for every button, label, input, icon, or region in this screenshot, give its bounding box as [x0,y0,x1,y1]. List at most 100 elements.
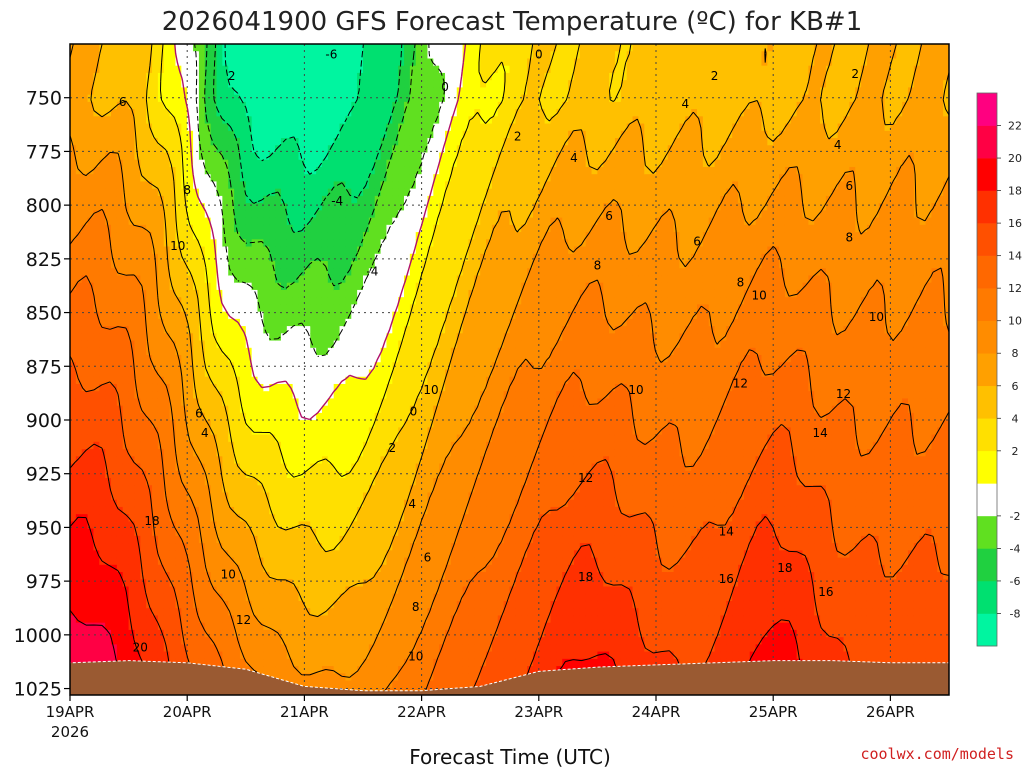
fill-cell [111,557,118,566]
fill-cell [298,65,305,74]
fill-cell [93,130,100,139]
fill-cell [93,181,100,190]
fill-cell [321,275,329,284]
fill-cell [216,87,223,96]
fill-cell [210,188,218,197]
fill-cell [99,130,106,139]
fill-cell [333,362,341,371]
fill-cell [152,109,159,117]
fill-cell [140,304,147,313]
fill-cell [87,405,95,414]
fill-cell [380,44,388,52]
fill-cell [228,347,235,356]
fill-cell [140,181,147,190]
fill-cell [152,318,159,327]
fill-cell [81,123,89,132]
fill-cell [163,289,171,298]
fill-cell [357,427,364,436]
fill-cell [81,644,89,653]
fill-cell [292,441,300,450]
fill-cell [298,637,305,645]
fill-cell [292,506,300,515]
fill-cell [374,203,382,211]
fill-cell [286,434,294,443]
fill-cell [228,420,235,428]
fill-cell [228,297,235,305]
fill-cell [380,159,388,168]
fill-cell [204,58,212,67]
fill-cell [163,130,171,139]
fill-cell [216,543,223,551]
fill-cell [304,333,311,342]
fill-cell [70,622,77,631]
fill-cell [368,362,376,371]
fill-cell [269,441,276,450]
fill-cell [345,637,352,645]
fill-cell [152,600,159,609]
fill-cell [181,210,188,219]
fill-cell [181,253,188,262]
fill-cell [140,44,147,52]
fill-cell [187,174,194,183]
fill-cell [345,152,352,161]
fill-cell [210,253,218,262]
fill-cell [99,608,106,617]
fill-cell [298,543,305,551]
fill-cell [93,456,100,465]
fill-cell [310,239,317,248]
fill-cell [81,51,89,60]
fill-cell [70,600,77,609]
fill-cell [187,297,194,305]
fill-cell [380,391,388,400]
fill-cell [146,441,153,450]
fill-cell [152,217,159,226]
fill-cell [181,304,188,313]
fill-cell [245,101,253,110]
fill-cell [327,673,335,682]
fill-cell [310,434,317,443]
fill-cell [87,434,95,443]
fill-cell [298,159,305,168]
fill-cell [374,297,382,305]
fill-cell [269,94,276,103]
fill-cell [257,463,264,472]
fill-cell [181,282,188,291]
fill-cell [386,130,393,139]
fill-cell [333,550,341,559]
fill-cell [368,550,376,559]
fill-cell [234,608,241,617]
fill-cell [239,44,247,52]
fill-cell [163,304,171,313]
fill-cell [368,651,376,660]
fill-cell [105,456,112,465]
fill-cell [187,492,194,501]
fill-cell [304,651,311,660]
fill-cell [116,130,124,139]
fill-cell [345,405,352,414]
fill-cell [239,376,247,385]
fill-cell [327,600,335,609]
fill-cell [222,261,229,269]
fill-cell [105,152,112,161]
fill-cell [263,600,270,609]
fill-cell [140,492,147,501]
fill-cell [280,130,288,139]
fill-cell [239,109,247,117]
fill-cell [351,159,358,168]
fill-cell [70,58,77,67]
fill-cell [292,449,300,457]
fill-cell [222,232,229,240]
fill-cell [304,557,311,566]
fill-cell [193,289,200,298]
fill-cell [216,51,223,60]
fill-cell [269,188,276,197]
fill-cell [333,166,341,175]
fill-cell [175,203,182,211]
fill-cell [146,333,153,342]
fill-cell [298,51,305,60]
fill-cell [333,637,341,645]
fill-cell [286,550,294,559]
fill-cell [128,261,136,269]
fill-cell [152,101,159,110]
fill-cell [321,246,329,255]
